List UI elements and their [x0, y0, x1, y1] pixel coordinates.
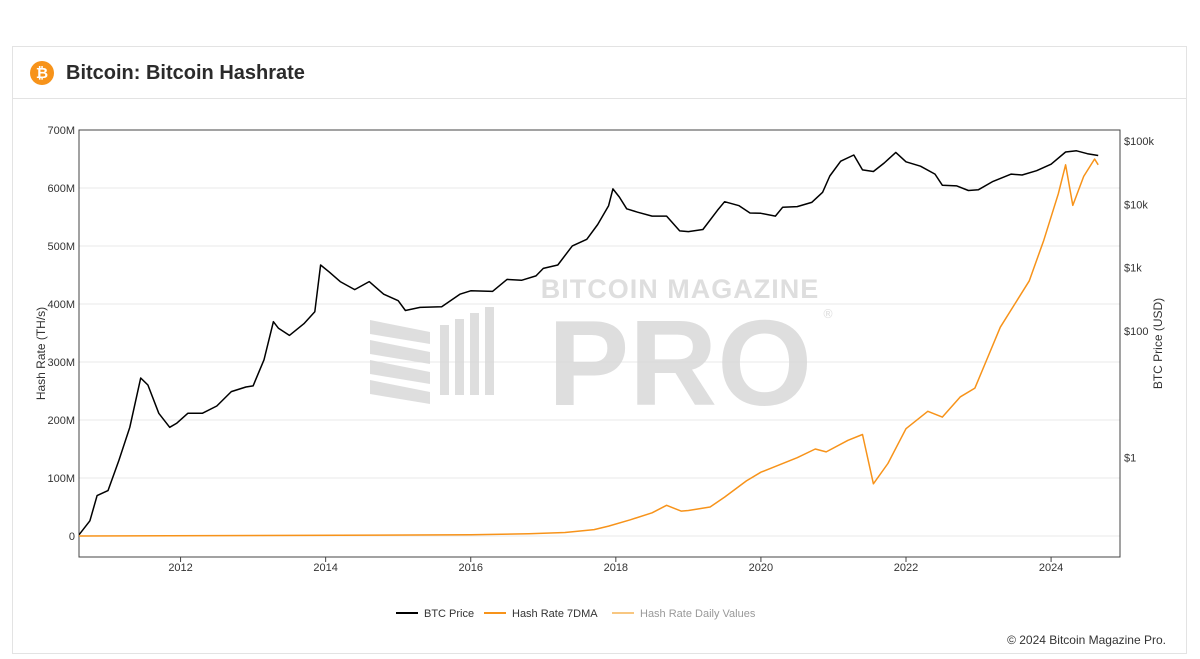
watermark-big-text: PRO	[548, 295, 812, 431]
y-left-tick-label: 500M	[47, 241, 75, 253]
x-tick-label: 2018	[604, 562, 628, 574]
legend-label: Hash Rate 7DMA	[512, 608, 598, 620]
emblem-bar	[470, 313, 479, 395]
y-left-tick-label: 100M	[47, 473, 75, 485]
emblem-bar	[455, 319, 464, 395]
plot-frame	[78, 129, 1121, 558]
x-tick-label: 2012	[168, 562, 192, 574]
series-line-btc-price	[79, 150, 1099, 536]
y-left-tick-label: 300M	[47, 357, 75, 369]
y-left-tick-label: 600M	[47, 183, 75, 195]
y-left-tick-label: 400M	[47, 299, 75, 311]
y-left-tick-label: 0	[69, 531, 75, 543]
x-axis: 2012 2014 2016 2018 2020 2022 2024	[168, 557, 1063, 574]
watermark-emblem-icon	[370, 307, 494, 404]
copyright-text: © 2024 Bitcoin Magazine Pro.	[1007, 633, 1166, 647]
y-right-axis-label: BTC Price (USD)	[1151, 298, 1165, 389]
legend-label: BTC Price	[424, 608, 474, 620]
legend-item[interactable]: BTC Price	[396, 608, 474, 620]
emblem-bar	[485, 307, 494, 395]
emblem-stripe	[370, 360, 430, 384]
emblem-stripe	[370, 380, 430, 404]
x-tick-label: 2022	[894, 562, 918, 574]
y-axis-right: $1 $100 $1k $10k $100k BTC Price (USD)	[1124, 136, 1165, 465]
y-right-tick-label: $10k	[1124, 199, 1148, 211]
emblem-stripe	[370, 340, 430, 364]
y-right-tick-label: $1	[1124, 453, 1136, 465]
x-tick-label: 2016	[458, 562, 482, 574]
x-tick-label: 2020	[749, 562, 773, 574]
page-title: Bitcoin: Bitcoin Hashrate	[66, 62, 305, 84]
legend-label: Hash Rate Daily Values	[640, 608, 756, 620]
legend-item[interactable]: Hash Rate 7DMA	[484, 608, 598, 620]
watermark-registered-mark: ®	[822, 307, 834, 321]
y-axis-left: 0 100M 200M 300M 400M 500M 600M 700M Hash Rate (…	[34, 125, 75, 543]
x-tick-label: 2024	[1039, 562, 1063, 574]
emblem-stripe	[370, 320, 430, 344]
emblem-bar	[440, 325, 449, 395]
x-tick-label: 2014	[313, 562, 337, 574]
legend-item[interactable]: Hash Rate Daily Values	[612, 608, 756, 620]
bitcoin-logo-icon: ₿	[30, 61, 54, 85]
y-right-tick-label: $100k	[1124, 136, 1154, 148]
y-left-tick-label: 700M	[47, 125, 75, 137]
y-left-tick-label: 200M	[47, 415, 75, 427]
series-line-hash-rate-7dma	[79, 158, 1099, 537]
y-right-tick-label: $100	[1124, 326, 1148, 338]
watermark-top-text: BITCOIN MAGAZINE	[541, 274, 820, 304]
y-left-axis-label: Hash Rate (TH/s)	[34, 307, 48, 400]
y-right-tick-label: $1k	[1124, 263, 1142, 275]
card-header: ₿ Bitcoin: Bitcoin Hashrate	[13, 47, 1186, 99]
legend: BTC Price Hash Rate 7DMA Hash Rate Daily V…	[396, 608, 756, 620]
